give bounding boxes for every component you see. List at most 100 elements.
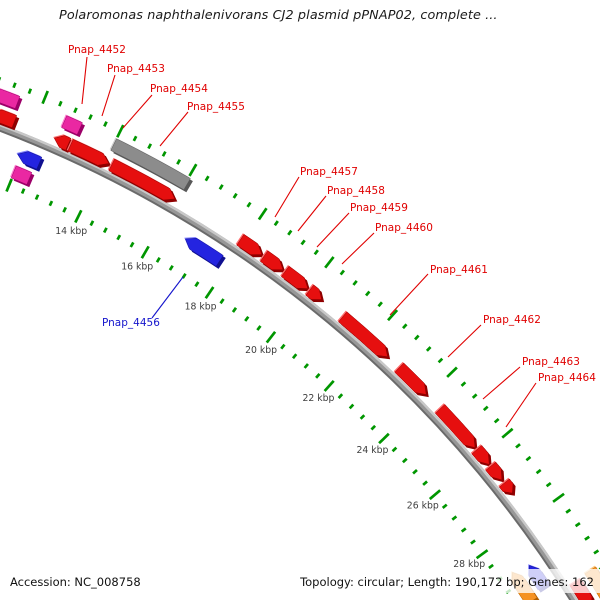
- ruler-minor-tick: [287, 229, 293, 236]
- ruler-minor-tick: [359, 414, 366, 420]
- feature-face: [108, 158, 176, 201]
- ruler-major-tick: [41, 90, 49, 105]
- feature-blue-b: [16, 150, 45, 172]
- feature-red-i1: [434, 403, 478, 451]
- ruler-major-tick: [378, 432, 390, 445]
- ruler-minor-tick: [315, 373, 321, 379]
- ruler-minor-tick: [535, 468, 542, 475]
- ruler-minor-tick: [493, 417, 500, 424]
- ruler-ticks: [0, 77, 600, 594]
- feature-face: [435, 404, 476, 448]
- ruler-minor-tick: [515, 443, 521, 449]
- ruler-major-tick: [475, 549, 489, 560]
- ruler-minor-tick: [62, 206, 67, 213]
- ruler-minor-tick: [34, 194, 40, 201]
- ruler-kbp-label: 20 kbp: [245, 345, 277, 356]
- ruler-minor-tick: [204, 175, 210, 182]
- feature-face: [54, 135, 72, 151]
- ruler-minor-tick: [168, 264, 174, 271]
- feature-face: [67, 139, 110, 166]
- ruler-minor-tick: [412, 469, 418, 475]
- gene-locus-labels: Pnap_4452 Pnap_4453 Pnap_4454 Pnap_4455 Pnap…: [68, 44, 596, 384]
- feature-face: [305, 284, 322, 300]
- feature-red-f2: [259, 249, 286, 273]
- ruler-minor-tick: [337, 393, 344, 399]
- ruler-minor-tick: [116, 234, 122, 241]
- ruler-minor-tick: [103, 121, 108, 127]
- gene-locus-label: Pnap_4457: [300, 166, 358, 178]
- ruler-minor-tick: [232, 192, 238, 199]
- ruler-minor-tick: [470, 539, 476, 545]
- feature-face: [485, 461, 503, 481]
- label-callout-lines: [81, 56, 537, 428]
- feature-face: [0, 88, 21, 109]
- ruler-minor-tick: [471, 393, 478, 399]
- feature-red-i4: [498, 477, 516, 496]
- ruler-minor-tick: [88, 114, 93, 120]
- ruler-minor-tick: [441, 503, 448, 509]
- feature-red-d4: [107, 157, 178, 203]
- backbone-arc: [0, 123, 578, 600]
- feature-magenta-a: [0, 88, 23, 112]
- ruler-minor-tick: [488, 563, 494, 570]
- ruler-minor-tick: [244, 315, 250, 322]
- feature-magenta-c: [60, 114, 85, 138]
- ruler-minor-tick: [401, 457, 408, 464]
- ruler-kbp-label: 28 kbp: [453, 559, 485, 570]
- ruler-minor-tick: [280, 343, 286, 350]
- topology-text: Topology: circular; Length: 190,172 bp; …: [300, 575, 594, 589]
- ruler-minor-tick: [437, 357, 444, 364]
- gene-locus-label: Pnap_4462: [483, 314, 541, 326]
- ruler-minor-tick: [391, 446, 398, 453]
- ruler-major-tick: [387, 309, 399, 322]
- ruler-major-tick: [446, 366, 458, 378]
- ruler-minor-tick: [593, 549, 600, 555]
- gene-locus-label: Pnap_4460: [375, 222, 433, 234]
- ruler-minor-tick: [161, 151, 167, 157]
- feature-red-g: [337, 310, 391, 360]
- ruler-kbp-labels: 14 kbp 16 kbp 18 kbp 20 kbp 22 kbp 24 kbp 26 k…: [55, 226, 485, 570]
- ruler-minor-tick: [414, 334, 420, 341]
- label-callout-line: [316, 212, 350, 248]
- ruler-minor-tick: [20, 188, 26, 195]
- feature-face: [17, 151, 43, 170]
- ruler-minor-tick: [12, 82, 17, 89]
- label-callout-line: [505, 382, 537, 428]
- backbone-highlight: [0, 123, 578, 600]
- ruler-minor-tick: [365, 290, 371, 297]
- ruler-major-tick: [204, 286, 215, 299]
- feature-blue-e: [184, 237, 226, 269]
- feature-red-d2: [66, 138, 112, 168]
- ruler-minor-tick: [58, 100, 63, 107]
- ruler-minor-tick: [176, 158, 182, 165]
- feature-face: [10, 165, 33, 185]
- backbone-main: [0, 123, 578, 600]
- feature-face: [338, 311, 388, 357]
- ruler-minor-tick: [48, 200, 54, 207]
- ruler-minor-tick: [218, 184, 224, 190]
- feature-face: [0, 109, 18, 129]
- ruler-minor-tick: [451, 515, 458, 521]
- ruler-major-tick: [265, 331, 277, 344]
- ruler-minor-tick: [313, 249, 319, 256]
- ruler-major-tick: [257, 207, 268, 221]
- ruler-minor-tick: [89, 220, 95, 227]
- ruler-minor-tick: [425, 346, 432, 352]
- plasmid-title: Polaromonas naphthalenivorans CJ2 plasmi…: [59, 8, 498, 23]
- ruler-minor-tick: [482, 405, 489, 412]
- feature-face: [280, 265, 309, 289]
- gene-locus-label: Pnap_4453: [107, 63, 165, 75]
- feature-red-h: [393, 361, 429, 398]
- ruler-minor-tick: [273, 220, 279, 227]
- ruler-minor-tick: [291, 353, 298, 360]
- ruler-minor-tick: [256, 325, 262, 331]
- backbone-shadow-edge: [0, 129, 572, 600]
- ruler-minor-tick: [422, 480, 428, 486]
- label-callout-line: [159, 111, 189, 147]
- feature-face: [471, 445, 490, 465]
- feature-red-f4: [304, 283, 325, 303]
- feature-face: [394, 362, 427, 395]
- gene-locus-label: Pnap_4452: [68, 44, 126, 56]
- label-callout-line: [101, 74, 116, 117]
- ruler-minor-tick: [574, 522, 581, 528]
